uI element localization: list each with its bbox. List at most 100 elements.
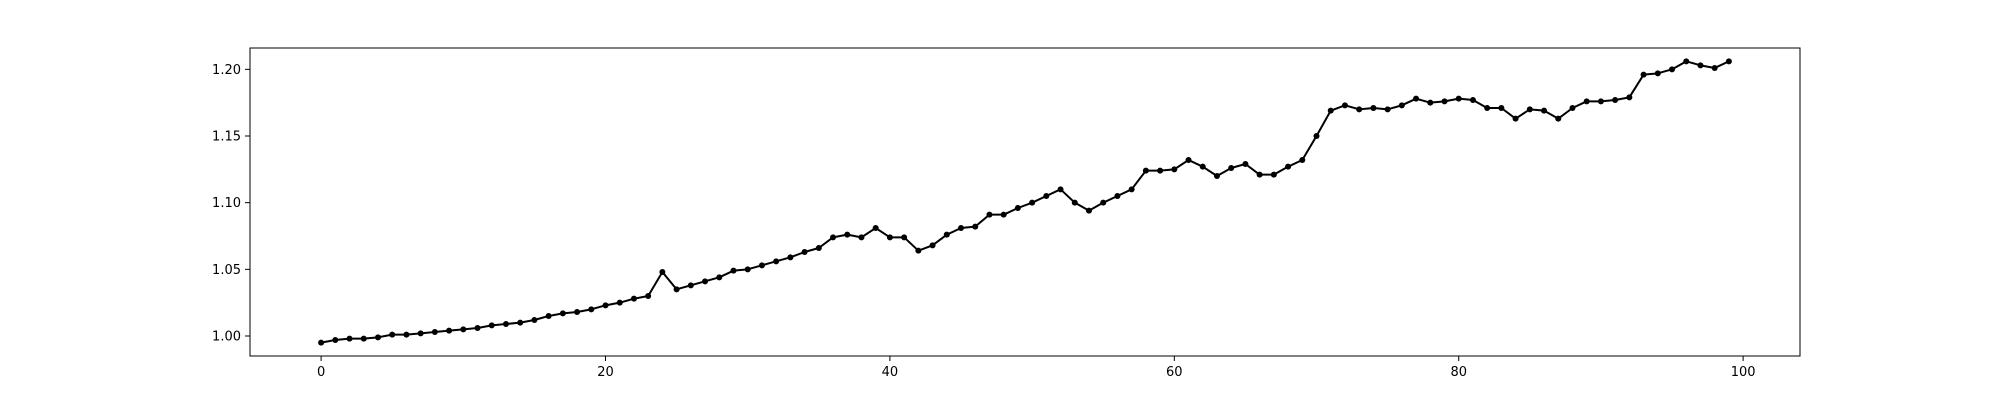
- data-point: [886, 234, 893, 241]
- data-point: [1640, 71, 1647, 78]
- data-point: [1256, 171, 1263, 178]
- x-tick-label: 60: [1166, 365, 1183, 380]
- data-point: [1242, 161, 1249, 167]
- data-point: [517, 319, 524, 326]
- data-point: [1370, 105, 1377, 111]
- data-point: [1285, 163, 1292, 170]
- data-point: [943, 231, 950, 238]
- data-point: [1669, 66, 1676, 73]
- data-point: [403, 331, 410, 338]
- y-tick-label: 1.10: [212, 196, 241, 211]
- data-point: [929, 242, 936, 249]
- data-point: [815, 245, 822, 251]
- data-point: [488, 322, 495, 329]
- data-point: [630, 295, 637, 302]
- data-point: [1569, 105, 1576, 111]
- data-point: [645, 293, 652, 299]
- y-tick-label: 1.20: [212, 63, 241, 78]
- data-point: [1100, 199, 1107, 206]
- data-point: [687, 282, 694, 289]
- data-point: [332, 337, 339, 343]
- data-point: [787, 254, 794, 261]
- data-point: [801, 249, 808, 255]
- data-point: [1157, 167, 1164, 174]
- data-point: [389, 331, 396, 338]
- data-point: [559, 310, 566, 317]
- data-point: [1327, 107, 1334, 114]
- data-point: [702, 278, 709, 285]
- data-point: [1085, 207, 1092, 214]
- x-tick-label: 80: [1450, 365, 1467, 380]
- data-point: [460, 326, 467, 333]
- data-point: [1014, 205, 1021, 211]
- data-point: [830, 234, 837, 241]
- data-point: [1541, 107, 1548, 114]
- data-point: [588, 306, 595, 313]
- data-point: [758, 262, 765, 269]
- data-point: [1299, 157, 1306, 163]
- data-point: [986, 211, 993, 218]
- y-axis: 1.00 1.05 1.10 1.15 1.20: [212, 63, 250, 345]
- data-point: [901, 234, 908, 241]
- data-point: [502, 321, 509, 327]
- data-point: [1398, 102, 1405, 109]
- data-point: [716, 274, 723, 281]
- data-point: [417, 330, 424, 337]
- data-point: [1526, 106, 1533, 113]
- data-point: [431, 329, 438, 335]
- data-point: [318, 339, 325, 346]
- data-point: [1612, 97, 1619, 103]
- data-point: [1213, 173, 1220, 179]
- data-point: [1185, 157, 1192, 163]
- data-point: [531, 317, 538, 323]
- data-point: [972, 223, 979, 230]
- data-point: [1413, 95, 1420, 102]
- data-point: [958, 225, 965, 231]
- data-point: [1341, 102, 1348, 109]
- data-point: [1626, 94, 1633, 101]
- y-tick-label: 1.00: [212, 330, 241, 345]
- data-point: [374, 334, 381, 341]
- data-point: [1427, 99, 1434, 106]
- data-point: [1484, 105, 1491, 111]
- data-point: [1029, 199, 1036, 206]
- data-point: [1384, 106, 1391, 113]
- data-point: [844, 231, 851, 238]
- y-tick-label: 1.15: [212, 130, 241, 145]
- data-point: [915, 247, 922, 254]
- data-point: [1441, 98, 1448, 105]
- data-point: [545, 313, 552, 319]
- data-point: [1498, 105, 1505, 111]
- data-point: [1000, 211, 1007, 218]
- data-point: [1270, 171, 1277, 178]
- data-point: [1725, 58, 1732, 65]
- data-point: [1071, 199, 1078, 206]
- data-point: [1697, 62, 1704, 69]
- data-point: [1583, 98, 1590, 105]
- data-point: [773, 258, 780, 265]
- data-point: [346, 335, 353, 342]
- data-point: [1683, 58, 1690, 65]
- data-point: [1555, 115, 1562, 122]
- data-point: [1455, 95, 1462, 102]
- data-point: [1654, 70, 1661, 77]
- data-point: [730, 267, 737, 274]
- data-point: [1142, 167, 1149, 174]
- x-tick-label: 40: [882, 365, 899, 380]
- data-point: [744, 266, 751, 273]
- data-point: [602, 302, 609, 309]
- data-point: [616, 299, 623, 306]
- data-point: [1313, 133, 1320, 139]
- data-point: [1512, 115, 1519, 122]
- data-point: [1057, 186, 1064, 193]
- series-layer: [318, 58, 1732, 346]
- data-point: [1128, 186, 1135, 193]
- data-point: [474, 325, 481, 331]
- x-tick-label: 0: [317, 365, 325, 380]
- data-point: [1711, 65, 1718, 71]
- plot-area-frame: [249, 47, 1801, 357]
- series-line: [320, 60, 1730, 344]
- data-point: [1597, 98, 1604, 105]
- data-point: [659, 269, 666, 275]
